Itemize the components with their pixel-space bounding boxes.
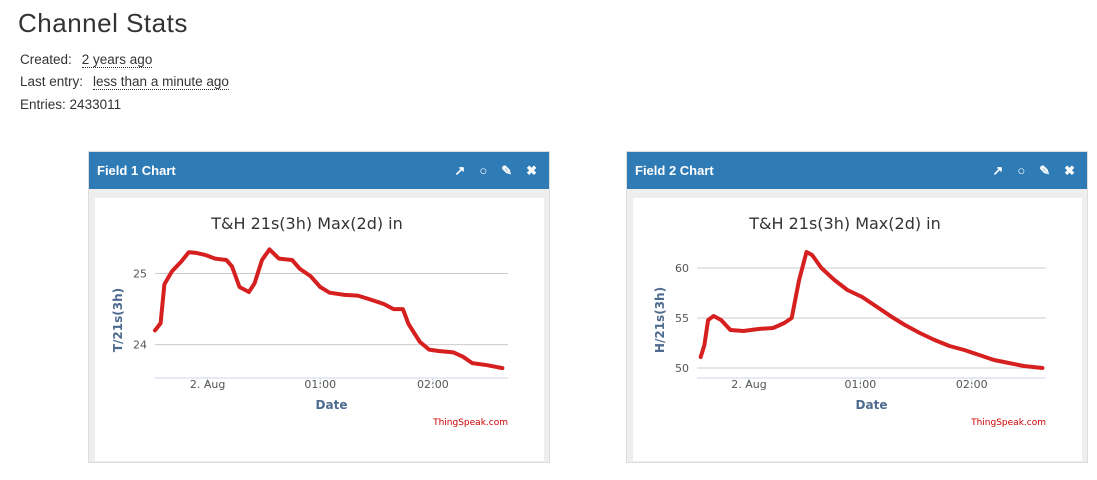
y-axis-label: H/21s(3h) [653, 287, 667, 353]
value: 2433011 [69, 97, 122, 112]
entries: Entries: 2433011 [20, 97, 121, 112]
x-tick-label: 01:00 [845, 378, 877, 391]
value: 2 years ago [81, 52, 153, 68]
label: Created: [20, 52, 72, 67]
x-tick-label: 2. Aug [190, 378, 225, 391]
x-tick-label: 02:00 [417, 378, 449, 391]
y-tick-label: 24 [133, 339, 147, 352]
x-axis-label: Date [856, 398, 888, 412]
x-axis-label: Date [316, 398, 348, 412]
last-entry: Last entry: less than a minute ago [20, 74, 229, 90]
chart: T&H 21s(3h) Max(2d) in H/21s(3h) Date Thing… [653, 214, 1046, 428]
label: Entries: [20, 97, 66, 112]
chart-title: T&H 21s(3h) Max(2d) in [748, 214, 941, 233]
y-tick-label: 25 [133, 268, 147, 281]
value: less than a minute ago [93, 74, 229, 90]
y-tick-label: 55 [675, 312, 689, 325]
open-icon[interactable]: ↗ [454, 163, 466, 178]
credits: ThingSpeak.com [970, 418, 1046, 428]
x-tick-label: 01:00 [304, 378, 336, 391]
x-tick-label: 2. Aug [731, 378, 766, 391]
edit-icon[interactable]: ✎ [1039, 163, 1051, 178]
label: Last entry: [20, 74, 84, 89]
panel: Field 2 Chart ↗ ○ ✎ ✖ T&H 21s(3h) Max(2d) i… [626, 151, 1088, 463]
created: Created: 2 years ago [20, 52, 153, 68]
panel-title: Field 1 Chart [97, 163, 176, 178]
chart: T&H 21s(3h) Max(2d) in T/21s(3h) Date Thing… [111, 214, 508, 428]
toolbar: ↗ ○ ✎ ✖ [992, 152, 1075, 189]
panel-header: Field 2 Chart ↗ ○ ✎ ✖ [627, 152, 1087, 189]
close-icon[interactable]: ✖ [526, 163, 537, 178]
y-tick-label: 60 [675, 262, 689, 275]
panel-header: Field 1 Chart ↗ ○ ✎ ✖ [89, 152, 549, 189]
x-tick-label: 02:00 [956, 378, 988, 391]
panel-title: Field 2 Chart [635, 163, 714, 178]
y-axis-label: T/21s(3h) [111, 288, 125, 352]
page-title: Channel Stats [18, 8, 188, 38]
chart-title: T&H 21s(3h) Max(2d) in [210, 214, 403, 233]
panel: Field 1 Chart ↗ ○ ✎ ✖ T&H 21s(3h) Max(2d) i… [88, 151, 550, 463]
comment-icon[interactable]: ○ [1017, 163, 1026, 178]
comment-icon[interactable]: ○ [479, 163, 488, 178]
data-line [698, 250, 1045, 370]
data-line [153, 247, 505, 371]
toolbar: ↗ ○ ✎ ✖ [454, 152, 537, 189]
edit-icon[interactable]: ✎ [501, 163, 513, 178]
open-icon[interactable]: ↗ [992, 163, 1004, 178]
credits: ThingSpeak.com [432, 418, 508, 428]
chart-box: T&H 21s(3h) Max(2d) in T/21s(3h) Date Thing… [95, 198, 544, 461]
y-tick-label: 50 [675, 362, 689, 375]
close-icon[interactable]: ✖ [1064, 163, 1075, 178]
chart-box: T&H 21s(3h) Max(2d) in H/21s(3h) Date Thing… [633, 198, 1082, 461]
